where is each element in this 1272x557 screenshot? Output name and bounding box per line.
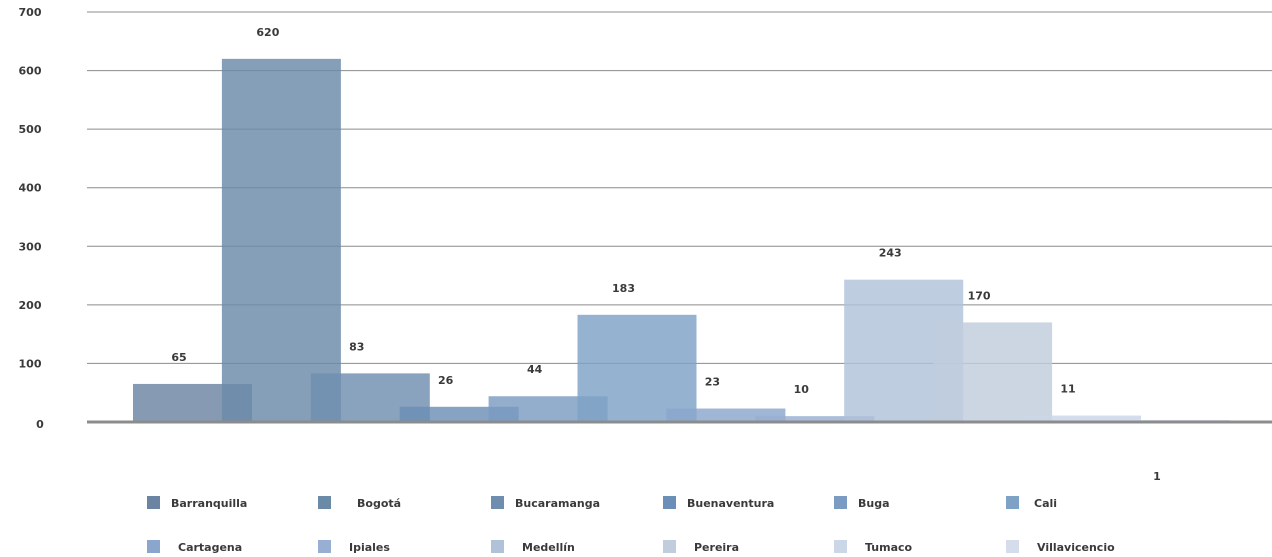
legend-label: Bucaramanga xyxy=(515,497,600,510)
y-axis-ticks: 0 100 200 300 400 500 600 700 xyxy=(19,6,45,431)
legend-swatch xyxy=(834,496,847,509)
data-label: 83 xyxy=(349,340,364,353)
legend-swatch xyxy=(834,540,847,553)
legend: Barranquilla Bogotá Bucaramanga Buenaventur… xyxy=(147,496,1115,554)
bar xyxy=(221,58,341,422)
legend-label: Ipiales xyxy=(349,541,390,554)
legend-label: Pereira xyxy=(694,541,739,554)
data-label: 65 xyxy=(171,351,186,364)
legend-swatch xyxy=(147,496,160,509)
data-label: 11 xyxy=(1060,383,1075,396)
bar xyxy=(755,416,875,422)
data-label: 44 xyxy=(527,363,543,376)
y-tick-label: 500 xyxy=(19,123,42,136)
legend-swatch xyxy=(491,496,504,509)
legend-label: Barranquilla xyxy=(171,497,247,510)
bar xyxy=(1022,415,1141,422)
y-tick-label: 300 xyxy=(19,240,42,253)
legend-label: Buenaventura xyxy=(687,497,774,510)
legend-swatch xyxy=(663,496,676,509)
data-label: 1 xyxy=(1153,470,1161,483)
y-tick-label: 0 xyxy=(36,418,44,431)
y-tick-label: 100 xyxy=(19,357,42,370)
y-tick-label: 200 xyxy=(19,299,42,312)
legend-swatch xyxy=(318,540,331,553)
data-label: 170 xyxy=(968,289,991,302)
bar xyxy=(933,322,1053,422)
legend-label: Tumaco xyxy=(865,541,913,554)
bar xyxy=(577,314,697,422)
y-tick-label: 400 xyxy=(19,182,42,195)
y-tick-label: 700 xyxy=(19,6,42,19)
legend-label: Villavicencio xyxy=(1037,541,1115,554)
legend-label: Buga xyxy=(858,497,890,510)
data-label: 183 xyxy=(612,282,635,295)
bars xyxy=(133,58,1230,422)
data-label: 26 xyxy=(438,374,454,387)
data-label: 620 xyxy=(256,26,279,39)
data-label: 23 xyxy=(705,376,720,389)
legend-label: Cali xyxy=(1034,497,1057,510)
legend-swatch xyxy=(147,540,160,553)
data-label: 243 xyxy=(879,247,902,260)
legend-label: Cartagena xyxy=(178,541,242,554)
legend-swatch xyxy=(663,540,676,553)
legend-swatch xyxy=(1006,496,1019,509)
legend-label: Medellín xyxy=(522,541,575,554)
legend-label: Bogotá xyxy=(357,497,401,510)
legend-swatch xyxy=(491,540,504,553)
y-tick-label: 600 xyxy=(19,65,42,78)
data-label: 10 xyxy=(794,383,810,396)
legend-swatch xyxy=(318,496,331,509)
legend-swatch xyxy=(1006,540,1019,553)
